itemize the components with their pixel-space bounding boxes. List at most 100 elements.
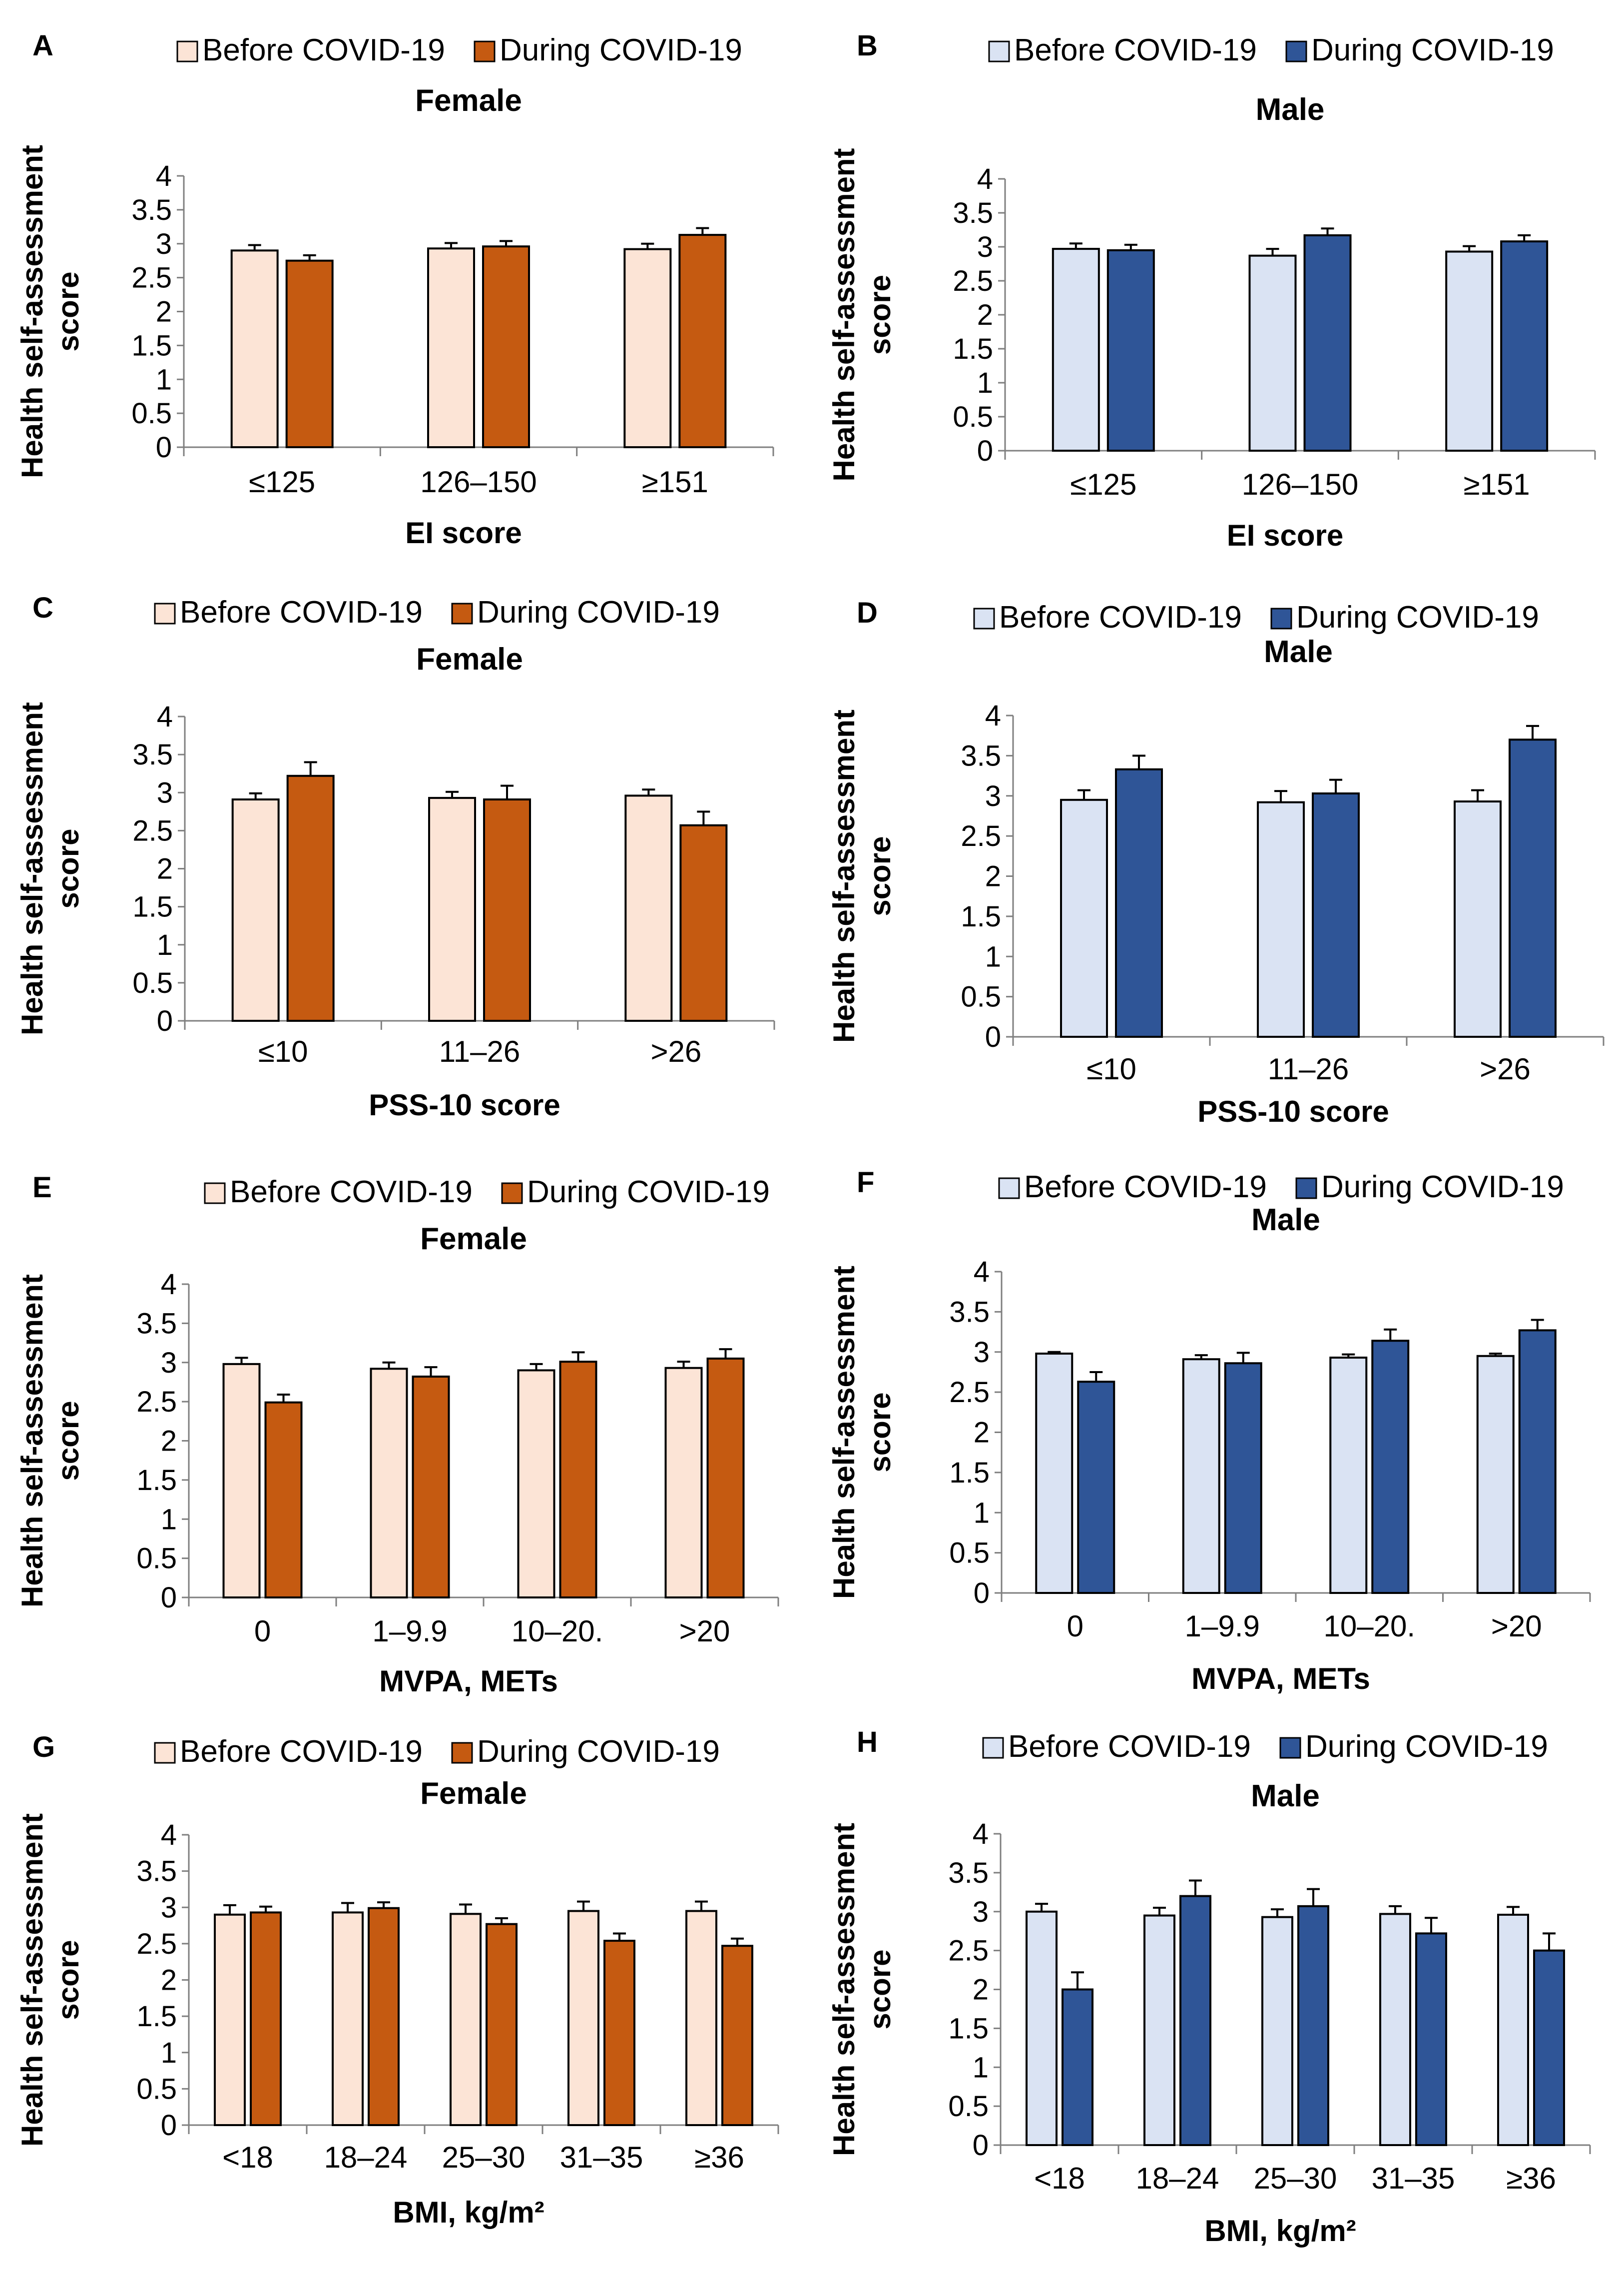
y-tick-label: 4	[161, 1819, 177, 1851]
bar-during	[1077, 1381, 1115, 1594]
y-tick-label: 1.5	[948, 2012, 989, 2045]
y-axis-label: Health self-assessmentscore	[15, 1813, 85, 2147]
bar-during	[486, 1923, 518, 2126]
y-tick-label: 3.5	[948, 1857, 989, 1889]
x-tick-label: 31–35	[560, 2141, 643, 2174]
panel-label: D	[857, 597, 878, 629]
y-tick-label: 0	[973, 2129, 989, 2162]
x-axis-label: PSS-10 score	[369, 1088, 560, 1122]
legend-swatch-during	[451, 1742, 473, 1764]
bar-before	[1052, 248, 1100, 452]
bar-during	[1312, 792, 1360, 1038]
x-tick-label: 11–26	[439, 1035, 520, 1068]
y-tick-label: 2.5	[953, 265, 993, 297]
bar-during	[1415, 1932, 1447, 2147]
y-tick-label: 4	[985, 700, 1001, 732]
x-tick-label: 1–9.9	[372, 1614, 447, 1648]
legend-label-during: During COVID-19	[1311, 33, 1554, 67]
y-tick-label: 2.5	[961, 820, 1001, 852]
panel-g: G Before COVID-19 During COVID-19 Female 0 0.…	[15, 1731, 779, 2229]
y-axis-label-line: score	[51, 271, 85, 351]
y-tick-label: 0.5	[948, 2090, 989, 2123]
y-axis-label-line: Health self-assessment	[15, 1813, 49, 2147]
bar-before	[685, 1910, 717, 2126]
bar-before	[214, 1913, 246, 2126]
bar-before	[624, 794, 673, 1022]
bar-during	[678, 234, 727, 448]
legend-label-before: Before COVID-19	[1008, 1729, 1251, 1764]
x-tick-label: >20	[1491, 1609, 1542, 1643]
y-tick-label: 3.5	[949, 1296, 990, 1328]
bar-during	[1297, 1905, 1329, 2146]
bar-before	[1476, 1355, 1515, 1594]
bar-before	[231, 798, 280, 1022]
y-tick-label: 1	[156, 363, 172, 396]
x-tick-label: ≥36	[694, 2141, 744, 2174]
y-tick-label: 1	[161, 2037, 177, 2069]
x-tick-label: ≥151	[1464, 468, 1530, 501]
x-axis-label: BMI, kg/m²	[1204, 2214, 1356, 2248]
bar-before	[428, 796, 476, 1022]
y-tick-label: 2.5	[136, 1386, 177, 1418]
bar-before	[1248, 254, 1297, 452]
y-tick-label: 0.5	[132, 967, 173, 999]
legend-swatch-before	[154, 1742, 176, 1764]
y-tick-label: 3	[973, 1896, 989, 1928]
y-tick-label: 0	[974, 1577, 990, 1609]
x-tick-label: >26	[650, 1035, 701, 1068]
bar-before	[1329, 1357, 1368, 1594]
x-tick-label: 126–150	[420, 465, 537, 499]
y-tick-label: 3	[156, 228, 172, 260]
y-axis-label-line: Health self-assessment	[15, 145, 49, 478]
legend-swatch-before	[154, 603, 176, 625]
bar-during	[368, 1907, 400, 2126]
bar-during	[1533, 1949, 1565, 2146]
x-tick-label: ≤10	[1086, 1052, 1136, 1086]
y-tick-label: 2	[985, 860, 1001, 893]
legend-label-before: Before COVID-19	[230, 1175, 473, 1209]
y-tick-label: 2	[974, 1417, 990, 1449]
y-tick-label: 0	[156, 431, 172, 464]
y-tick-label: 2.5	[132, 814, 173, 847]
panel-label: C	[32, 592, 53, 624]
bar-before	[370, 1368, 408, 1599]
y-tick-label: 4	[156, 160, 172, 192]
bar-during	[706, 1357, 745, 1599]
bar-during	[1106, 249, 1155, 452]
y-tick-label: 1	[161, 1503, 177, 1535]
y-axis-label: Health self-assessmentscore	[15, 702, 85, 1035]
panel-label: H	[857, 1726, 878, 1758]
legend-label-before: Before COVID-19	[1014, 33, 1257, 67]
y-tick-label: 1	[977, 367, 993, 399]
y-axis-label-line: score	[51, 1401, 85, 1481]
legend: Before COVID-19 During COVID-19	[973, 600, 1539, 635]
x-axis-label: BMI, kg/m²	[393, 2196, 544, 2229]
bar-before	[1182, 1358, 1220, 1594]
x-tick-label: >26	[1480, 1052, 1531, 1086]
y-tick-label: 4	[977, 163, 993, 195]
bar-before	[1060, 798, 1108, 1038]
legend: Before COVID-19 During COVID-19	[154, 595, 720, 630]
y-axis-label: Health self-assessmentscore	[827, 148, 897, 482]
y-axis-label-line: score	[863, 1949, 897, 2029]
bar-before	[1026, 1910, 1058, 2146]
y-tick-label: 3.5	[953, 197, 993, 229]
panel-c: C Before COVID-19 During COVID-19 Female 0 0.…	[15, 592, 775, 1122]
bar-during	[483, 798, 531, 1022]
y-axis-label: Health self-assessmentscore	[827, 710, 897, 1043]
y-tick-label: 2.5	[949, 1376, 990, 1409]
bar-during	[1371, 1340, 1410, 1594]
panel-label: A	[32, 29, 53, 62]
bar-before	[1379, 1913, 1411, 2147]
bar-during	[603, 1940, 635, 2126]
legend: Before COVID-19 During COVID-19	[154, 1734, 720, 1769]
y-axis-label-line: score	[863, 1392, 897, 1472]
y-axis-label-line: score	[51, 1940, 85, 2020]
y-tick-label: 2	[977, 299, 993, 331]
x-axis-label: PSS-10 score	[1197, 1095, 1389, 1128]
bar-during	[1115, 768, 1163, 1038]
chart-title: Female	[420, 1776, 527, 1811]
bar-during	[1179, 1895, 1211, 2147]
